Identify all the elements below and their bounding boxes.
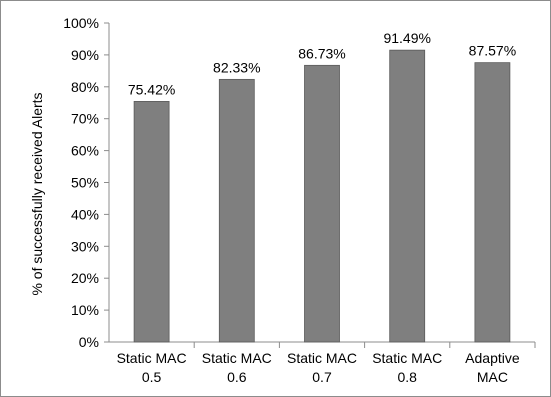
- bar: [474, 62, 511, 343]
- x-category-label: MAC: [477, 369, 508, 385]
- x-category-label: Static MAC: [287, 350, 357, 366]
- x-category-label: 0.5: [142, 369, 162, 385]
- y-tick-label: 10%: [71, 302, 99, 318]
- x-category-label: 0.7: [312, 369, 332, 385]
- y-tick-label: 70%: [71, 111, 99, 127]
- x-category-label: Adaptive: [465, 350, 520, 366]
- y-tick-label: 90%: [71, 47, 99, 63]
- bar: [218, 78, 255, 343]
- bar: [304, 64, 340, 343]
- data-label: 91.49%: [383, 30, 430, 46]
- y-tick-label: 30%: [71, 238, 99, 254]
- data-label: 87.57%: [469, 43, 516, 59]
- y-tick-label: 20%: [71, 270, 99, 286]
- y-tick-label: 60%: [71, 143, 99, 159]
- y-tick-label: 50%: [71, 175, 99, 191]
- x-category-label: Static MAC: [202, 350, 272, 366]
- y-axis-title: % of successfully received Alerts: [29, 92, 45, 295]
- bar: [389, 49, 426, 343]
- y-tick-label: 0%: [79, 334, 99, 350]
- data-label: 75.42%: [128, 81, 175, 97]
- data-label: 82.33%: [213, 59, 260, 75]
- x-category-label: Static MAC: [117, 350, 187, 366]
- y-tick-label: 80%: [71, 79, 99, 95]
- x-category-label: Static MAC: [372, 350, 442, 366]
- x-category-label: 0.6: [227, 369, 247, 385]
- y-tick-label: 100%: [63, 15, 99, 31]
- y-tick-label: 40%: [71, 206, 99, 222]
- bar: [133, 101, 170, 343]
- x-category-label: 0.8: [397, 369, 417, 385]
- data-label: 86.73%: [298, 45, 345, 61]
